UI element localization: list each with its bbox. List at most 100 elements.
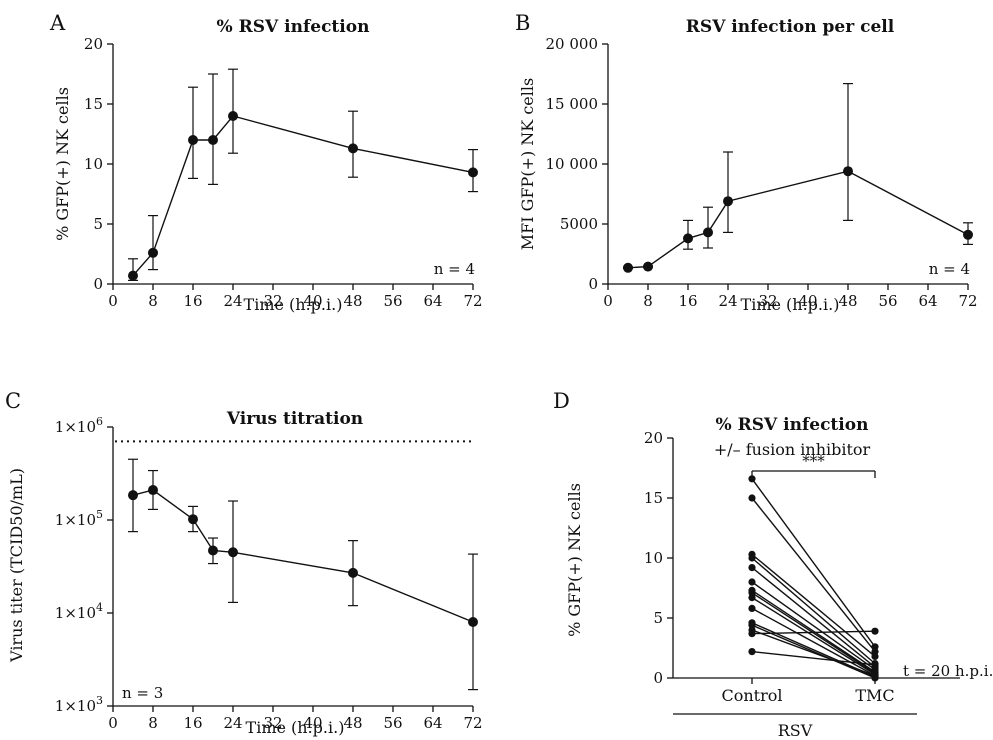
- panel-a-data-point: [128, 270, 138, 281]
- panel-a-x-tick-label: 8: [148, 292, 158, 310]
- panel-a-y-tick-label: 5: [93, 215, 103, 233]
- panel-d-control-point: [748, 648, 756, 656]
- panel-a-y-axis-label: % GFP(+) NK cells: [53, 87, 72, 241]
- panel-a-data-point: [208, 135, 218, 145]
- panel-c-series: [115, 440, 478, 691]
- panel-c-x-tick-label: 72: [463, 714, 482, 732]
- panel-b-x-tick-label: 56: [878, 292, 897, 310]
- panel-d-y-axis-label: % GFP(+) NK cells: [565, 483, 584, 637]
- panel-d-tmc-point: [871, 661, 879, 669]
- panel-a-x-tick-label: 72: [463, 292, 482, 310]
- panel-a-x-tick-label: 24: [223, 292, 242, 310]
- panel-c-x-tick-label: 48: [343, 714, 362, 732]
- panel-d-axes: 0 5 10 15 20 Control TMC RSV ***: [644, 429, 960, 740]
- panel-b-axes: 0 8 16 24 32 40 48 56 64 72 0 5000 10 000 15 000 20 00…: [546, 35, 978, 310]
- panel-a-data-point: [468, 167, 478, 178]
- panel-c-x-axis-label: Time (h.p.i.): [246, 718, 345, 737]
- panel-c-x-tick-label: 24: [223, 714, 242, 732]
- panel-a-y-tick-label: 20: [84, 35, 103, 53]
- panel-a-data-point: [348, 143, 358, 154]
- panel-d-category-label: TMC: [855, 686, 894, 705]
- panel-d-y-tick-label: 10: [644, 549, 663, 567]
- panel-b-x-tick-label: 0: [603, 292, 613, 310]
- panel-c-y-tick-label: 1×106: [55, 415, 103, 436]
- panel-d-control-point: [748, 554, 756, 562]
- panel-d-pair-line: [751, 650, 876, 666]
- panel-a-data-point: [228, 111, 238, 121]
- panel-c-data-point: [468, 617, 478, 628]
- panel-b-data-point: [703, 227, 713, 238]
- panel-b-series: [623, 82, 973, 273]
- panel-b-y-tick-label: 0: [588, 275, 598, 293]
- panel-c-x-tick-label: 64: [423, 714, 442, 732]
- panel-b-data-point: [623, 262, 633, 273]
- panel-a-x-tick-label: 40: [303, 292, 322, 310]
- panel-c-axes: 0 8 16 24 32 40 48 56 64 72 1×103 1×104 1×105 1×106: [55, 415, 483, 732]
- panel-d-letter: D: [553, 389, 570, 413]
- panel-d-pair-line: [751, 581, 876, 671]
- panel-a-y-tick-label: 0: [93, 275, 103, 293]
- panel-a-x-tick-label: 32: [263, 292, 282, 310]
- panel-a-series: [128, 68, 478, 281]
- panel-d-pair-line: [751, 557, 876, 665]
- panel-d-pair-line: [751, 567, 876, 668]
- panel-d-control-point: [748, 494, 756, 502]
- panel-c-x-tick-label: 40: [303, 714, 322, 732]
- panel-d-y-tick-label: 15: [644, 489, 663, 507]
- panel-b-letter: B: [515, 11, 530, 35]
- panel-c-x-tick-label: 8: [148, 714, 158, 732]
- panel-d-y-tick-label: 5: [653, 609, 663, 627]
- panel-c-data-point: [348, 567, 358, 578]
- panel-d-control-point: [748, 594, 756, 602]
- panel-c-y-axis-label: Virus titer (TCID50/mL): [7, 468, 26, 663]
- panel-b: B RSV infection per cell 0 8 16 24 32 40 48 56 6…: [515, 11, 978, 314]
- panel-b-x-tick-label: 8: [643, 292, 653, 310]
- panel-d: D % RSV infection +/– fusion inhibitor 0…: [553, 389, 993, 740]
- panel-c-x-tick-label: 32: [263, 714, 282, 732]
- panel-d-y-tick-label: 0: [653, 669, 663, 687]
- panel-b-x-tick-label: 16: [678, 292, 697, 310]
- panel-b-n-label: n = 4: [929, 260, 970, 278]
- panel-d-pair-line: [751, 597, 876, 675]
- panel-d-control-point: [748, 578, 756, 586]
- panel-d-category-label: Control: [721, 686, 782, 705]
- panel-c-data-point: [208, 545, 218, 556]
- panel-a-x-tick-label: 56: [383, 292, 402, 310]
- panel-a-title: % RSV infection: [217, 17, 370, 37]
- panel-b-x-tick-label: 32: [758, 292, 777, 310]
- panel-a: A % RSV infection 0 8 16 24 32 40 48 56 64 72 0 5 10…: [49, 11, 483, 314]
- panel-b-x-axis-label: Time (h.p.i.): [741, 295, 840, 314]
- panel-a-data-point: [148, 247, 158, 258]
- panel-d-control-point: [748, 564, 756, 572]
- panel-b-y-tick-label: 15 000: [546, 95, 599, 113]
- panel-c-y-tick-label: 1×104: [55, 601, 103, 622]
- panel-d-pair-line: [751, 630, 876, 635]
- panel-d-significance-label: ***: [802, 452, 825, 470]
- panel-d-y-tick-label: 20: [644, 429, 663, 447]
- panel-b-title: RSV infection per cell: [686, 17, 895, 37]
- panel-c-data-point: [228, 547, 238, 558]
- panel-b-x-tick-label: 48: [838, 292, 857, 310]
- panel-b-data-point: [843, 166, 853, 177]
- panel-b-x-tick-label: 24: [718, 292, 737, 310]
- panel-c-data-point: [188, 514, 198, 525]
- panel-d-pair-line: [751, 607, 876, 677]
- panel-b-x-tick-label: 64: [918, 292, 937, 310]
- panel-d-series: [748, 475, 879, 682]
- panel-a-x-tick-label: 0: [108, 292, 118, 310]
- panel-b-data-point: [963, 229, 973, 240]
- panel-c-x-tick-label: 16: [183, 714, 202, 732]
- panel-c-data-point: [128, 490, 138, 501]
- panel-c-x-tick-label: 0: [108, 714, 118, 732]
- panel-c-y-tick-label: 1×103: [55, 694, 103, 715]
- panel-b-y-axis-label: MFI GFP(+) NK cells: [518, 78, 537, 250]
- panel-d-title: % RSV infection: [716, 415, 869, 435]
- panel-d-control-point: [748, 475, 756, 483]
- panel-d-pair-line: [751, 589, 876, 673]
- panel-d-timepoint-label: t = 20 h.p.i.: [903, 662, 993, 680]
- panel-c: C Virus titration 0 8 16 24 32 40 48 56 64 72 1×10…: [5, 389, 483, 737]
- panel-c-x-tick-label: 56: [383, 714, 402, 732]
- panel-c-title: Virus titration: [226, 409, 363, 429]
- panel-d-group-label: RSV: [778, 721, 813, 740]
